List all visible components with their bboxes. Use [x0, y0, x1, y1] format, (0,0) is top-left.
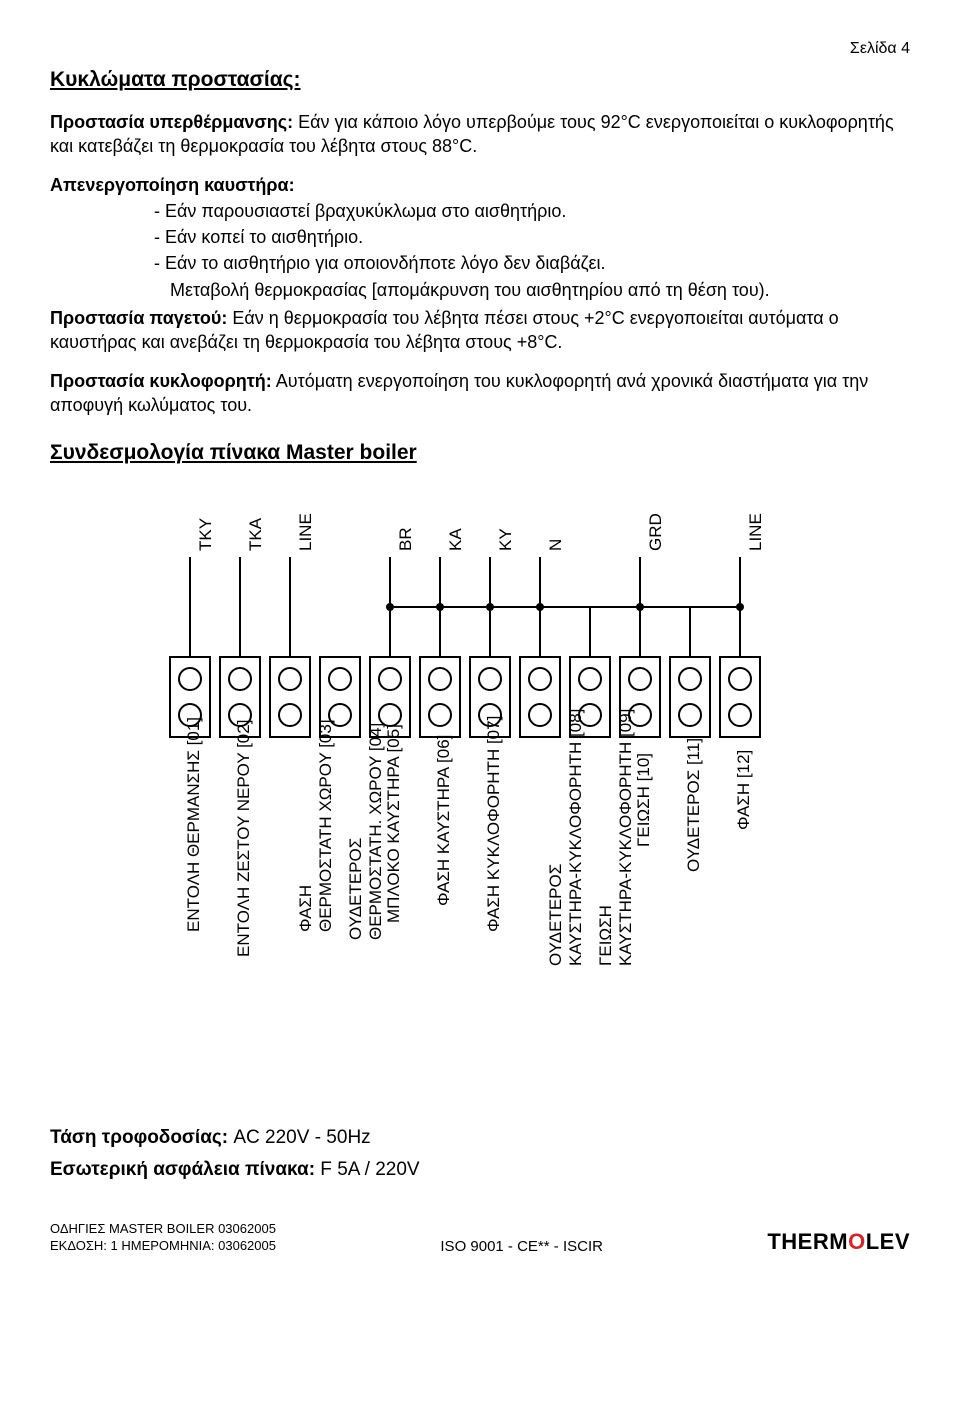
- circulator-paragraph: Προστασία κυκλοφορητή: Αυτόματη ενεργοπο…: [50, 369, 910, 418]
- bottom-label-3: ΟΥΔΕΤΕΡΟΣΘΕΡΜΟΣΤΑΤΗ. ΧΩΡΟΥ [04]: [346, 640, 385, 940]
- bottom-label-9: ΓΕΙΩΣΗ [10]: [634, 547, 654, 847]
- spec-voltage: Τάση τροφοδοσίας: AC 220V - 50Hz: [50, 1127, 910, 1149]
- bottom-label-10: ΟΥΔΕΤΕΡΟΣ [11]: [684, 572, 704, 872]
- spec-fuse-val: F 5A / 220V: [315, 1159, 420, 1180]
- bottom-label-4: ΜΠΛΟΚΟ ΚΑΥΣΤΗΡΑ [05]: [384, 623, 404, 923]
- overheat-paragraph: Προστασία υπερθέρμανσης: Εάν για κάποιο …: [50, 110, 910, 159]
- spec-voltage-lead: Τάση τροφοδοσίας:: [50, 1127, 228, 1148]
- burner-bullet-cont: Μεταβολή θερμοκρασίας [απομάκρυνση του α…: [50, 278, 910, 302]
- bottom-label-7: ΟΥΔΕΤΕΡΟΣΚΑΥΣΤΗΡΑ-ΚΥΚΛΟΦΟΡΗΤΗ [08]: [546, 666, 585, 966]
- footer-left-2: ΕΚΔΟΣΗ: 1 ΗΜΕΡΟΜΗΝΙΑ: 03062005: [50, 1238, 276, 1255]
- bottom-label-6: ΦΑΣΗ ΚΥΚΛΟΦΟΡΗΤΗ [07]: [484, 632, 504, 932]
- spec-voltage-val: AC 220V - 50Hz: [228, 1127, 371, 1148]
- spec-fuse: Εσωτερική ασφάλεια πίνακα: F 5A / 220V: [50, 1159, 910, 1181]
- footer-left-1: ΟΔΗΓΙΕΣ MASTER BOILER 03062005: [50, 1221, 276, 1238]
- bottom-label-11: ΦΑΣΗ [12]: [734, 530, 754, 830]
- brand-logo: THERMOLEV: [767, 1229, 910, 1255]
- wiring-heading: Συνδεσμολογία πίνακα Master boiler: [50, 441, 910, 465]
- burner-bullet-2: Εάν κοπεί το αισθητήριο.: [50, 225, 910, 249]
- burner-bullet-1: Εάν παρουσιαστεί βραχυκύκλωμα στο αισθητ…: [50, 199, 910, 223]
- footer: ΟΔΗΓΙΕΣ MASTER BOILER 03062005 ΕΚΔΟΣΗ: 1…: [50, 1221, 910, 1255]
- logo-o-icon: O: [848, 1229, 866, 1254]
- burner-off-lead: Απενεργοποίηση καυστήρα:: [50, 175, 295, 195]
- page-number: Σελίδα 4: [50, 40, 910, 58]
- frost-paragraph: Προστασία παγετού: Εάν η θερμοκρασία του…: [50, 306, 910, 355]
- overheat-lead: Προστασία υπερθέρμανσης:: [50, 112, 293, 132]
- wiring-diagram: TKYTKALINEBRKAKYNGRDLINEΕΝΤΟΛΗ ΘΕΡΜΑΝΣΗΣ…: [100, 477, 860, 1097]
- burner-bullet-3: Εάν το αισθητήριο για οποιονδήποτε λόγο …: [50, 251, 910, 275]
- bottom-label-5: ΦΑΣΗ ΚΑΥΣΤΗΡΑ [06]: [434, 606, 454, 906]
- bottom-label-8: ΓΕΙΩΣΗΚΑΥΣΤΗΡΑ-ΚΥΚΛΟΦΟΡΗΤΗ [09]: [596, 666, 635, 966]
- frost-lead: Προστασία παγετού:: [50, 308, 227, 328]
- footer-left: ΟΔΗΓΙΕΣ MASTER BOILER 03062005 ΕΚΔΟΣΗ: 1…: [50, 1221, 276, 1255]
- logo-post: LEV: [866, 1229, 910, 1254]
- footer-center: ISO 9001 - CE** - ISCIR: [440, 1238, 603, 1255]
- bottom-label-0: ΕΝΤΟΛΗ ΘΕΡΜΑΝΣΗΣ [01]: [184, 632, 204, 932]
- circulator-lead: Προστασία κυκλοφορητή:: [50, 371, 272, 391]
- protection-heading: Κυκλώματα προστασίας:: [50, 68, 910, 92]
- burner-off-block: Απενεργοποίηση καυστήρα: Εάν παρουσιαστε…: [50, 173, 910, 302]
- spec-fuse-lead: Εσωτερική ασφάλεια πίνακα:: [50, 1159, 315, 1180]
- bottom-label-1: ΕΝΤΟΛΗ ΖΕΣΤΟΥ ΝΕΡΟΥ [02]: [234, 657, 254, 957]
- bottom-label-2: ΦΑΣΗΘΕΡΜΟΣΤΑΤΗ ΧΩΡΟΥ [03]: [296, 632, 335, 932]
- logo-pre: THERM: [767, 1229, 848, 1254]
